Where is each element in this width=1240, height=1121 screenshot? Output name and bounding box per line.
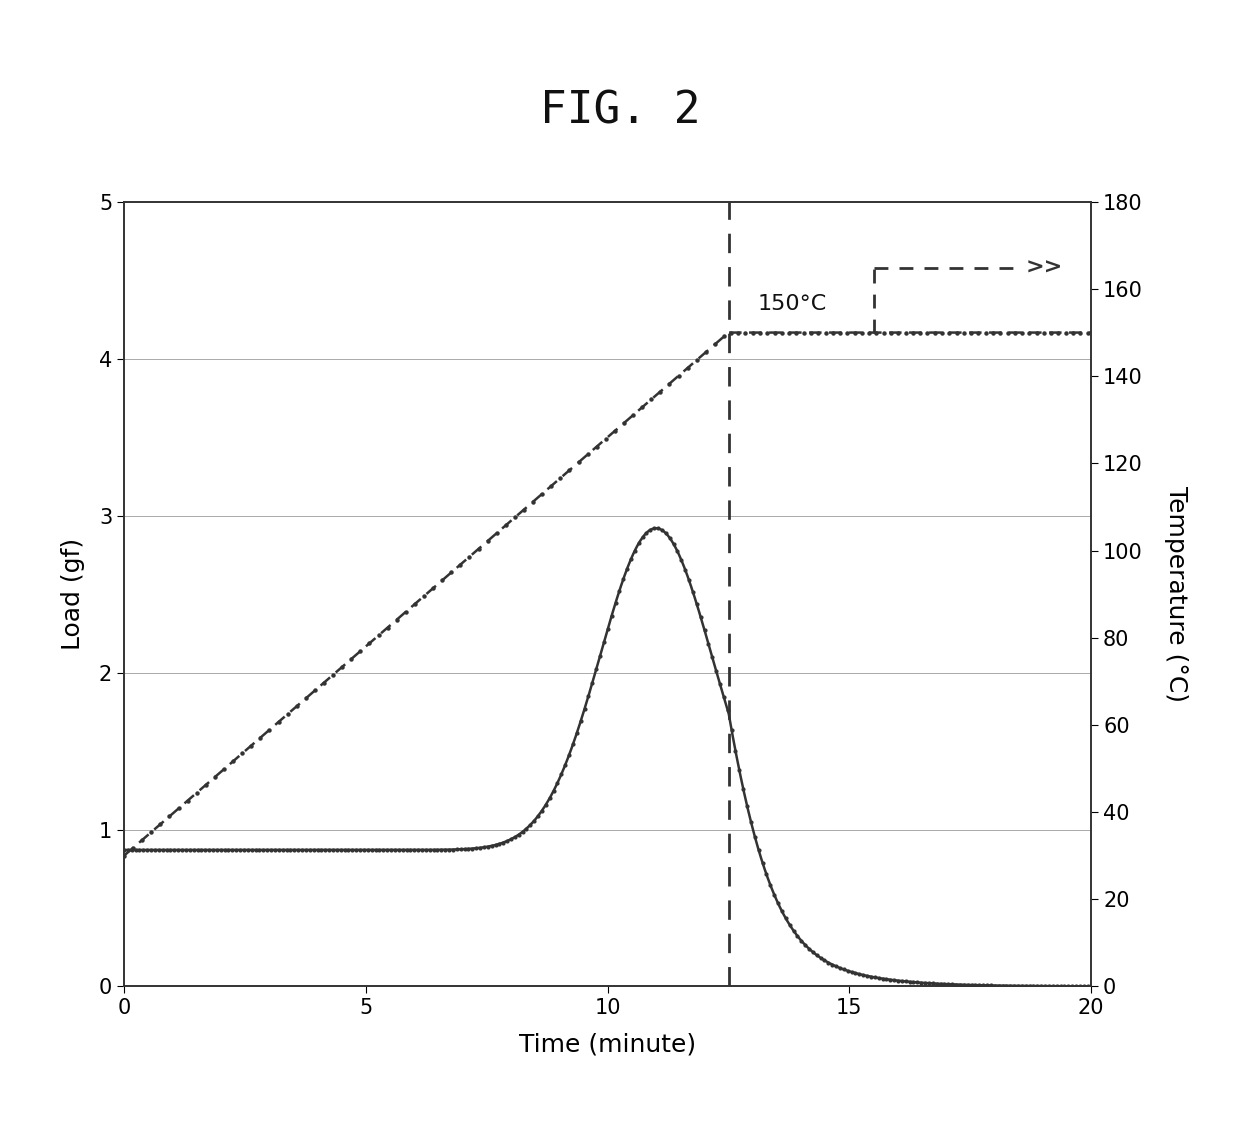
Text: 150°C: 150°C [758, 294, 827, 314]
Y-axis label: Temperature (°C): Temperature (°C) [1163, 487, 1188, 702]
Text: FIG. 2: FIG. 2 [539, 90, 701, 132]
X-axis label: Time (minute): Time (minute) [520, 1032, 696, 1056]
Y-axis label: Load (gf): Load (gf) [61, 538, 86, 650]
Text: >>: >> [1025, 258, 1063, 278]
